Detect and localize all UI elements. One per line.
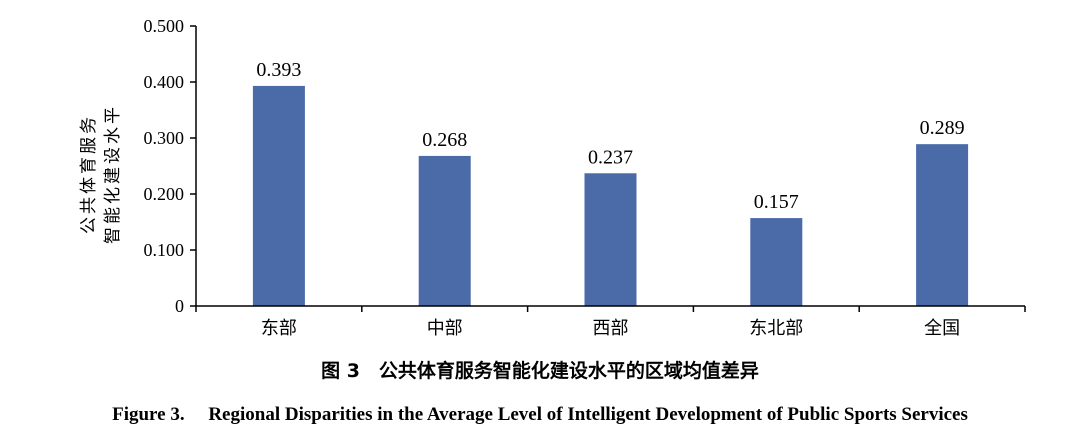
y-tick-label: 0.300 xyxy=(144,128,185,148)
x-category-label: 全国 xyxy=(924,318,960,339)
data-label: 0.289 xyxy=(920,117,965,139)
figure-caption-chinese: 图 3 公共体育服务智能化建设水平的区域均值差异 xyxy=(321,360,759,382)
x-axis: 东部 中部 西部 东北部 全国 xyxy=(195,305,1026,339)
bars: 0.393 0.268 0.237 0.157 0.289 xyxy=(252,59,969,306)
data-label: 0.237 xyxy=(588,146,633,168)
y-tick-label: 0.500 xyxy=(144,16,185,36)
x-category-label: 中部 xyxy=(427,318,463,339)
data-label: 0.393 xyxy=(256,59,301,81)
bar xyxy=(750,218,803,306)
bar xyxy=(418,155,471,306)
bar xyxy=(916,144,969,306)
bar xyxy=(252,85,305,306)
y-tick-label: 0.200 xyxy=(144,184,185,204)
y-axis: 0 0.100 0.200 0.300 0.400 0.500 xyxy=(144,16,197,316)
x-category-label: 西部 xyxy=(593,318,629,339)
data-label: 0.268 xyxy=(422,129,467,151)
x-category-label: 东部 xyxy=(261,318,297,339)
y-axis-title-line: 公共体育服务 xyxy=(79,114,99,234)
x-category-label: 东北部 xyxy=(749,318,803,339)
data-label: 0.157 xyxy=(754,191,799,213)
bar-chart: 0 0.100 0.200 0.300 0.400 0.500 0.393 0.268 0.2… xyxy=(79,16,1026,339)
y-axis-title-line: 智能化建设水平 xyxy=(103,104,123,244)
y-tick-label: 0.400 xyxy=(144,72,185,92)
y-axis-title: 公共体育服务 智能化建设水平 xyxy=(79,104,123,244)
figure-caption-english: Figure 3. Regional Disparities in the Av… xyxy=(112,404,968,425)
bar xyxy=(584,173,637,306)
y-tick-label: 0.100 xyxy=(144,240,185,260)
y-tick-label: 0 xyxy=(175,296,184,316)
